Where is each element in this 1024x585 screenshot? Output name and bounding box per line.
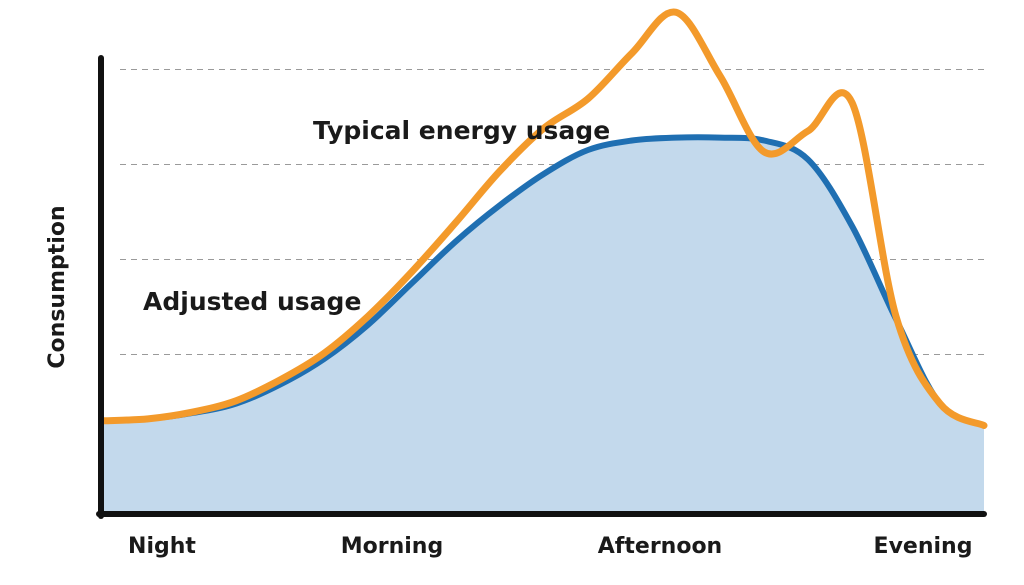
x-tick-labels: Night Morning Afternoon Evening [128, 534, 972, 559]
x-tick-label: Night [128, 534, 196, 559]
x-tick-label: Afternoon [598, 534, 722, 559]
typical-energy-usage-label: Typical energy usage [313, 116, 610, 145]
typical-energy-usage-line [100, 8, 988, 429]
adjusted-usage-area [104, 137, 984, 512]
y-axis-label: Consumption [45, 205, 70, 368]
x-tick-label: Morning [341, 534, 443, 559]
adjusted-usage-label: Adjusted usage [143, 287, 361, 316]
x-tick-label: Evening [874, 534, 973, 559]
